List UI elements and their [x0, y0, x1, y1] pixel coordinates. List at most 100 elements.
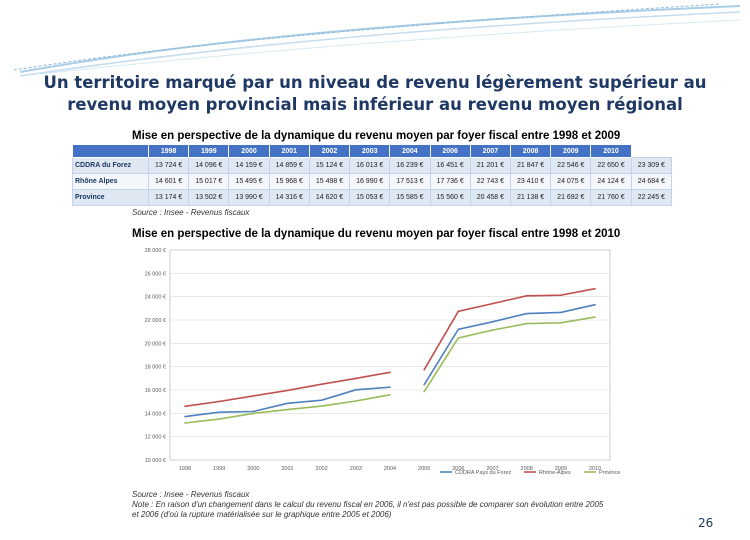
chart-source: Source : Insee - Revenus fiscaux	[132, 490, 250, 499]
data-point	[594, 303, 596, 306]
data-point	[286, 402, 289, 405]
data-point	[594, 287, 596, 290]
table-col-header-2010: 2010	[590, 144, 632, 158]
x-tick-label: 2000	[247, 466, 259, 472]
table-cell: 16 013 €	[349, 157, 391, 174]
data-point	[491, 302, 494, 305]
legend-label: Province	[599, 470, 620, 476]
table-cell: 14 096 €	[188, 157, 230, 174]
table-cell: 16 239 €	[389, 157, 431, 174]
table-cell: 24 075 €	[550, 173, 592, 190]
table-col-header-2004: 2004	[389, 144, 431, 158]
x-tick-label: 2009	[555, 466, 567, 472]
x-tick-label: 2007	[486, 466, 498, 472]
data-point	[355, 377, 357, 380]
table-cell: 24 124 €	[590, 173, 632, 190]
table-corner-cell	[72, 144, 149, 158]
data-point	[525, 312, 528, 315]
table-col-header-1998: 1998	[147, 144, 190, 158]
table-col-header-2000: 2000	[228, 144, 270, 158]
table-row-label: CDDRA du Forez	[72, 157, 149, 174]
data-point	[184, 415, 186, 418]
table-col-header-2001: 2001	[268, 144, 310, 158]
data-point	[218, 418, 220, 420]
data-point	[423, 368, 425, 371]
table-cell: 13 724 €	[147, 157, 190, 174]
table-cell: 15 495 €	[228, 173, 270, 190]
table-cell: 21 201 €	[469, 157, 511, 174]
table-cell: 21 138 €	[509, 189, 552, 206]
table-row: Rhône Alpes 14 601 €15 017 €15 495 €15 96…	[72, 173, 673, 190]
table-cell: 22 245 €	[630, 189, 673, 206]
data-point	[560, 311, 562, 314]
page-number: 26	[698, 516, 714, 530]
table-cell: 15 585 €	[389, 189, 431, 206]
table-cell: 14 620 €	[308, 189, 351, 206]
table-col-header-2009: 2009	[550, 144, 592, 158]
data-point	[184, 405, 186, 408]
data-point	[286, 408, 289, 411]
table-title: Mise en perspective de la dynamique du r…	[132, 130, 621, 142]
data-point	[218, 400, 220, 403]
table-cell: 22 743 €	[469, 173, 511, 190]
table-cell: 17 513 €	[389, 173, 431, 190]
x-tick-label: 2008	[521, 466, 533, 472]
table-row: CDDRA du Forez 13 724 €14 096 €14 159 €14…	[72, 157, 673, 174]
y-tick-label: 16 000 €	[145, 388, 166, 394]
data-point	[389, 371, 391, 374]
table-cell: 24 684 €	[630, 173, 673, 190]
data-point	[560, 322, 562, 324]
table-cell: 15 498 €	[308, 173, 351, 190]
y-tick-label: 10 000 €	[145, 458, 166, 464]
data-point	[252, 410, 255, 413]
data-point	[423, 383, 425, 386]
y-tick-label: 28 000 €	[145, 248, 166, 254]
table-col-header-2002: 2002	[308, 144, 351, 158]
data-point	[560, 294, 562, 297]
table-col-header-2008: 2008	[509, 144, 552, 158]
data-point	[355, 400, 357, 402]
data-point	[218, 411, 220, 414]
table-cell: 15 560 €	[429, 189, 471, 206]
chart-note: Note : En raison d'un changement dans le…	[132, 500, 604, 519]
y-tick-label: 12 000 €	[145, 435, 166, 441]
title-swoosh-decoration	[13, 3, 741, 77]
data-point	[457, 310, 460, 313]
series-line-province-part2	[423, 316, 596, 393]
data-point	[320, 383, 323, 385]
data-point	[286, 389, 289, 392]
legend-label: Rhône-Alpes	[539, 470, 571, 476]
data-point	[594, 316, 596, 318]
table-cell: 13 502 €	[188, 189, 230, 206]
data-point	[457, 328, 460, 331]
x-tick-label: 2010	[589, 466, 601, 472]
series-line-rh-ne-alpes-part2	[423, 287, 596, 371]
table-cell: 21 847 €	[509, 157, 552, 174]
data-point	[491, 329, 494, 331]
income-line-chart: 10 000 € 12 000 € 14 000 € 16 000 € 18 000 €…	[145, 248, 621, 476]
table-cell: 14 859 €	[268, 157, 310, 174]
data-point	[184, 422, 186, 424]
table-cell: 15 124 €	[308, 157, 351, 174]
table-col-header-2006: 2006	[429, 144, 471, 158]
table-cell: 20 458 €	[469, 189, 511, 206]
table-cell: 21 692 €	[550, 189, 592, 206]
data-point	[320, 405, 323, 407]
table-cell: 15 017 €	[188, 173, 230, 190]
table-col-header-1999: 1999	[188, 144, 230, 158]
data-point	[389, 394, 391, 396]
x-tick-label: 2002	[316, 466, 328, 472]
x-tick-label: 2001	[281, 466, 293, 472]
table-row-label: Province	[72, 189, 149, 206]
table-source: Source : Insee - Revenus fiscaux	[132, 208, 250, 217]
income-table: 1998 1999 2000 2001 2002 2003 2004 2006 2007 2008…	[72, 144, 673, 206]
table-row: Province 13 174 €13 502 €13 990 €14 316 €…	[72, 189, 673, 206]
table-cell: 16 990 €	[349, 173, 391, 190]
y-tick-label: 14 000 €	[145, 411, 166, 417]
table-cell: 15 053 €	[349, 189, 391, 206]
table-cell: 23 309 €	[630, 157, 673, 174]
data-point	[252, 395, 255, 397]
table-row-label: Rhône Alpes	[72, 173, 149, 190]
content-panel: Mise en perspective de la dynamique du r…	[70, 124, 678, 532]
table-cell: 15 968 €	[268, 173, 310, 190]
